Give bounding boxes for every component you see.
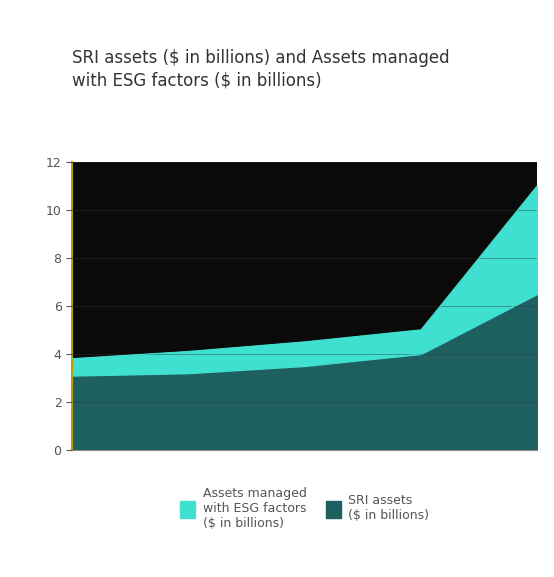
Legend: Assets managed
with ESG factors
($ in billions), SRI assets
($ in billions): Assets managed with ESG factors ($ in bi… <box>174 481 435 536</box>
Text: SRI assets ($ in billions) and Assets managed
with ESG factors ($ in billions): SRI assets ($ in billions) and Assets ma… <box>72 49 450 89</box>
